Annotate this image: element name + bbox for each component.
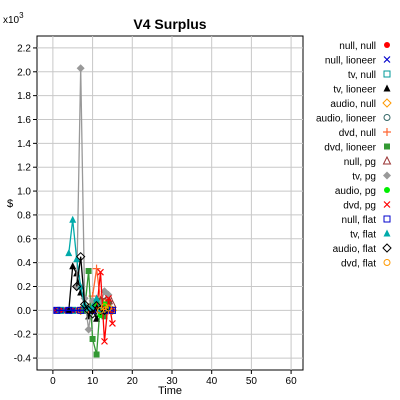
data-point	[91, 300, 102, 311]
legend-marker	[383, 171, 391, 180]
y-tick-label: 0.2	[17, 282, 31, 293]
legend-marker	[382, 98, 392, 108]
chart-title: V4 Surplus	[133, 16, 206, 32]
legend-marker	[383, 259, 391, 266]
y-tick-label: 0.0	[17, 306, 31, 317]
legend-label: null, lioneer	[325, 56, 377, 67]
y-tick-label: 2.2	[17, 43, 31, 54]
legend-label: audio, null	[330, 99, 376, 110]
legend-marker	[384, 187, 390, 193]
data-point	[85, 267, 92, 274]
y-tick-label: 1.2	[17, 163, 31, 174]
data-point	[77, 306, 85, 314]
series-dvd-flat	[97, 303, 112, 314]
legend-label: tv, lioneer	[333, 85, 376, 96]
legend-marker	[384, 143, 390, 150]
data-point	[97, 306, 105, 314]
data-point	[93, 294, 101, 302]
legend-label: null, pg	[344, 157, 376, 168]
plot-area: 0 10 20 30 40 50 60 -0.4 -0.2 0.0 0.2 0.4 0.6 0.8 1.0 1…	[14, 35, 304, 387]
data-point	[79, 299, 90, 310]
y-tick-label: 0.4	[17, 258, 31, 269]
legend-label: tv, pg	[352, 172, 376, 183]
legend-marker	[383, 114, 391, 121]
data-point	[65, 306, 73, 314]
y-tick-label: 0.6	[17, 234, 31, 245]
data-point	[101, 337, 108, 345]
y-tick-label: -0.4	[14, 354, 32, 365]
legend-marker	[384, 42, 390, 48]
legend: null, null null, lioneer tv, null tv, lione…	[316, 41, 392, 270]
legend-marker	[383, 70, 391, 78]
x-axis-label: Time	[158, 385, 182, 397]
legend-marker	[382, 155, 392, 165]
data-point	[71, 281, 82, 292]
legend-label: audio, pg	[335, 186, 376, 197]
data-point	[84, 325, 93, 334]
legend-label: null, flat	[342, 215, 377, 226]
legend-label: tv, null	[348, 70, 376, 81]
legend-marker	[383, 56, 391, 63]
y-exponent-label: x103	[3, 11, 24, 26]
data-point	[73, 255, 81, 263]
data-point	[101, 313, 108, 320]
y-tick-label: 1.0	[17, 187, 31, 198]
legend-marker	[383, 215, 391, 223]
plot-frame	[36, 35, 304, 371]
data-point	[53, 306, 61, 314]
legend-label: null, null	[339, 41, 376, 52]
x-tick-label: 0	[50, 376, 56, 387]
data-point	[97, 268, 104, 276]
data-point	[65, 249, 73, 257]
y-tick-label: 1.8	[17, 91, 31, 102]
data-point	[89, 335, 96, 342]
data-point	[76, 64, 85, 73]
legend-label: dvd, pg	[343, 201, 376, 212]
x-tick-label: 20	[127, 376, 139, 387]
data-point	[53, 306, 61, 314]
y-tick-label: 0.8	[17, 210, 31, 221]
data-point	[105, 295, 112, 302]
legend-marker	[383, 84, 391, 92]
y-tick-label: 2.0	[17, 67, 31, 78]
legend-marker	[383, 128, 391, 136]
legend-label: dvd, lioneer	[324, 143, 376, 154]
y-tick-label: -0.2	[14, 330, 32, 341]
data-point	[92, 264, 101, 273]
y-tick-label: 1.4	[17, 139, 31, 150]
data-point	[93, 351, 100, 358]
x-tick-label: 60	[286, 376, 298, 387]
y-axis-label: $	[7, 198, 13, 210]
data-point	[93, 314, 101, 322]
data-point	[69, 215, 77, 223]
x-tick-label: 50	[246, 376, 258, 387]
legend-label: dvd, flat	[341, 259, 376, 270]
data-point	[87, 309, 98, 319]
y-tick-label: 1.6	[17, 115, 31, 126]
legend-label: audio, lioneer	[316, 114, 377, 125]
x-tick-label: 10	[87, 376, 99, 387]
legend-label: audio, flat	[333, 244, 377, 255]
legend-marker	[382, 243, 392, 253]
x-tick-label: 40	[206, 376, 218, 387]
data-layer	[53, 64, 118, 358]
data-point	[109, 320, 116, 327]
legend-marker	[383, 201, 391, 208]
legend-marker	[383, 229, 391, 237]
legend-label: tv, flat	[350, 230, 376, 241]
data-point	[104, 304, 112, 312]
data-point	[100, 303, 108, 311]
data-point	[75, 251, 86, 262]
x-tick-label: 30	[166, 376, 178, 387]
legend-label: dvd, null	[339, 128, 376, 139]
data-point	[69, 262, 77, 270]
